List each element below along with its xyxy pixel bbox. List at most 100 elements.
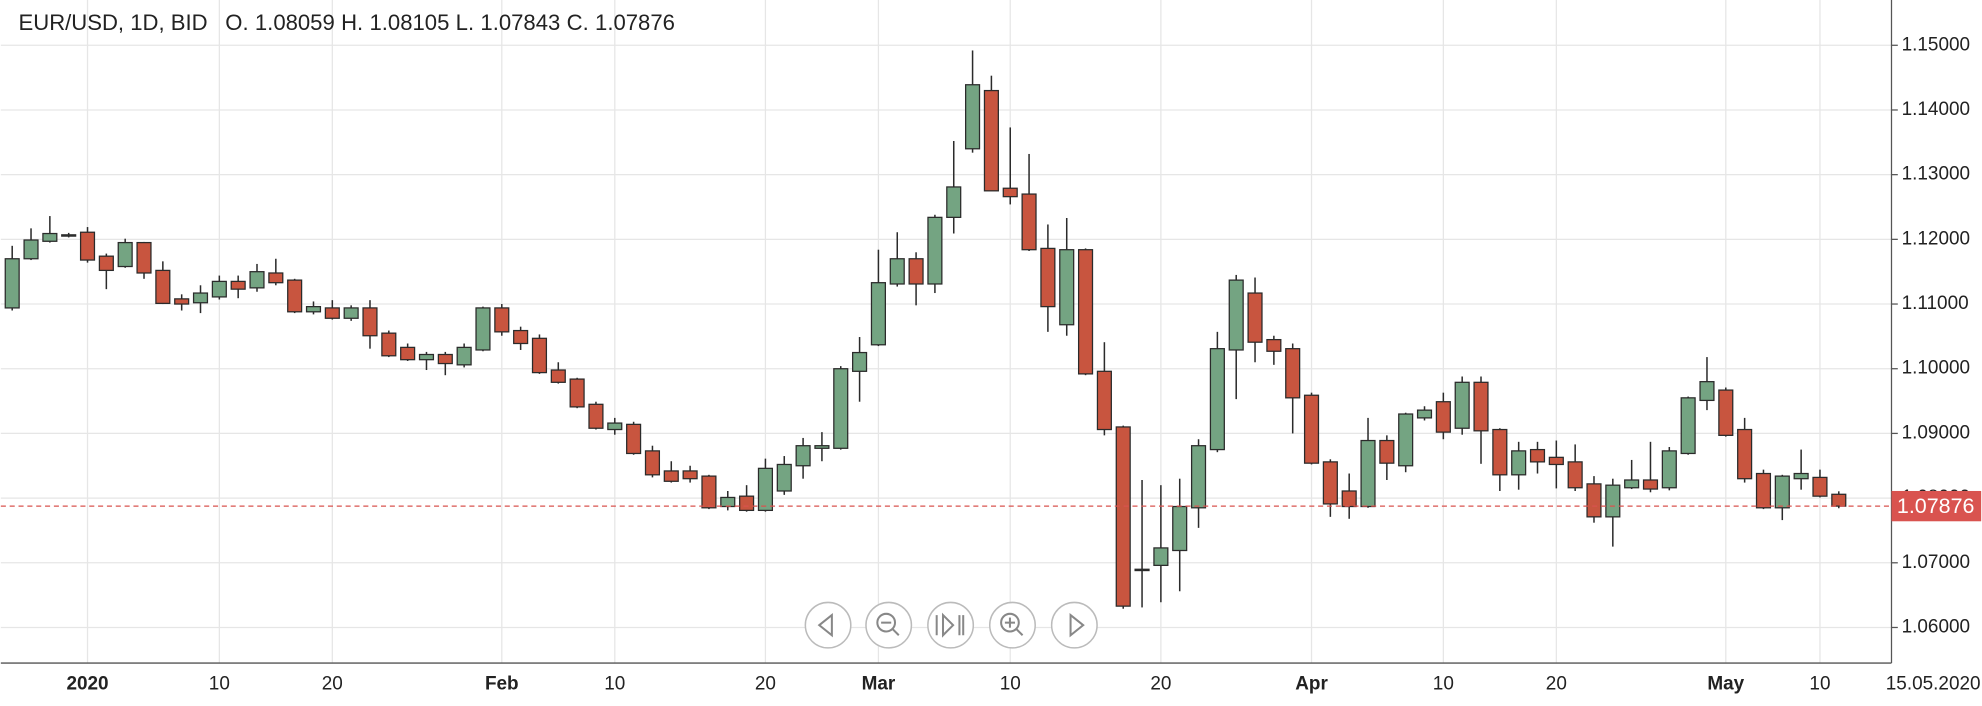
candle-body (964, 84, 981, 150)
candle-body (1661, 450, 1677, 489)
candle-body (305, 305, 322, 313)
candle-body (1247, 292, 1263, 343)
candle-body (61, 234, 77, 237)
candle-body (1831, 493, 1847, 507)
candle-body (513, 329, 529, 345)
x-tick-label: 20 (1150, 674, 1171, 695)
x-tick-label: 10 (1433, 674, 1454, 695)
candle-body (362, 307, 378, 337)
candle-body (531, 337, 548, 374)
y-tick-label: 1.12000 (1902, 228, 1970, 249)
candle-body (1266, 338, 1282, 352)
candle-body (42, 232, 58, 242)
candle-body (287, 279, 303, 313)
ohlc-value: 1.08105 (369, 10, 449, 35)
zoom-out-button[interactable] (865, 601, 913, 649)
candle-body (701, 475, 717, 509)
candle-body (230, 280, 246, 290)
candle-body (1379, 439, 1395, 464)
candles (4, 50, 1847, 609)
y-tick-label: 1.15000 (1902, 34, 1970, 55)
candle-body (1153, 547, 1169, 567)
candle-body (1021, 193, 1037, 251)
ohlc-label: H. (341, 10, 363, 35)
candle-body (1040, 247, 1056, 308)
reset-button[interactable] (927, 601, 975, 649)
candle-body (1059, 249, 1075, 326)
ohlc-value: 1.08059 (255, 10, 335, 35)
candle-body (1605, 484, 1621, 518)
candle-body (79, 231, 96, 261)
candle-body (682, 470, 698, 480)
candle-body (1454, 381, 1470, 429)
candle-body (852, 351, 868, 372)
candle-body (1812, 476, 1828, 497)
candle-body (1115, 426, 1131, 607)
x-tick-label: Feb (485, 674, 519, 695)
candle-body (644, 450, 661, 476)
scroll-left-button[interactable] (804, 601, 852, 649)
x-tick-label: Mar (862, 674, 896, 695)
candle-body (1322, 461, 1338, 505)
candle-body (1002, 187, 1018, 198)
candle-body (569, 378, 585, 408)
scroll-right-button[interactable] (1050, 601, 1098, 649)
x-tick-label: 10 (1000, 674, 1021, 695)
candle-body (494, 307, 510, 333)
candle-body (98, 255, 114, 272)
last-date-label: 15.05.2020 (1886, 674, 1981, 695)
candle-body (1567, 461, 1583, 489)
candle-body (1416, 409, 1433, 419)
candle-body (588, 403, 604, 429)
candle-body (268, 272, 284, 284)
zoom-in-button[interactable] (988, 601, 1036, 649)
y-tick-label: 1.09000 (1902, 422, 1970, 443)
candle-body (927, 216, 943, 285)
candle-body (1642, 479, 1659, 490)
candle-body (249, 271, 265, 289)
y-tick-label: 1.14000 (1902, 99, 1970, 120)
candle-body (833, 368, 849, 449)
y-tick-label: 1.07000 (1902, 552, 1970, 573)
candle-body (1511, 450, 1527, 476)
last-price-label: 1.07876 (1897, 494, 1975, 518)
candle-body (550, 369, 566, 383)
candle-body (1398, 413, 1414, 467)
candle-body (1172, 505, 1188, 552)
chart-header: EUR/USD, 1D, BID O. 1.08059 H. 1.08105 L. 1.07… (19, 10, 675, 35)
y-tick-label: 1.11000 (1902, 293, 1969, 314)
candle-body (192, 292, 209, 304)
x-tick-label: 10 (209, 674, 230, 695)
candle-body (1774, 475, 1790, 509)
candle-body (456, 346, 472, 366)
candle-body (795, 445, 811, 467)
y-tick-label: 1.06000 (1902, 616, 1970, 637)
candle-body (663, 470, 679, 482)
candle-body (1209, 348, 1225, 451)
candle-body (174, 298, 190, 305)
x-tick-label: 20 (755, 674, 776, 695)
candle-body (946, 186, 962, 218)
candle-body (211, 280, 227, 298)
candle-body (381, 332, 397, 357)
candle-body (983, 89, 999, 192)
candle-body (400, 346, 416, 361)
ohlc-label: L. (456, 10, 474, 35)
candle-body (889, 258, 905, 285)
candle-body (607, 422, 623, 431)
candle-body (1529, 448, 1546, 463)
y-tick-label: 1.10000 (1902, 358, 1970, 379)
candle-body (1341, 490, 1357, 508)
x-tick-label: May (1707, 674, 1744, 695)
candle-body (1228, 279, 1244, 351)
candle-body (324, 307, 340, 319)
candle-body (1435, 401, 1451, 433)
candle-body (1624, 479, 1640, 489)
x-tick-label: 20 (322, 674, 343, 695)
candle-body (475, 307, 491, 351)
candle-body (1755, 472, 1772, 509)
candle-body (1303, 394, 1320, 464)
candle-body (1285, 348, 1301, 399)
candle-body (155, 269, 171, 305)
navigation (804, 601, 1098, 649)
